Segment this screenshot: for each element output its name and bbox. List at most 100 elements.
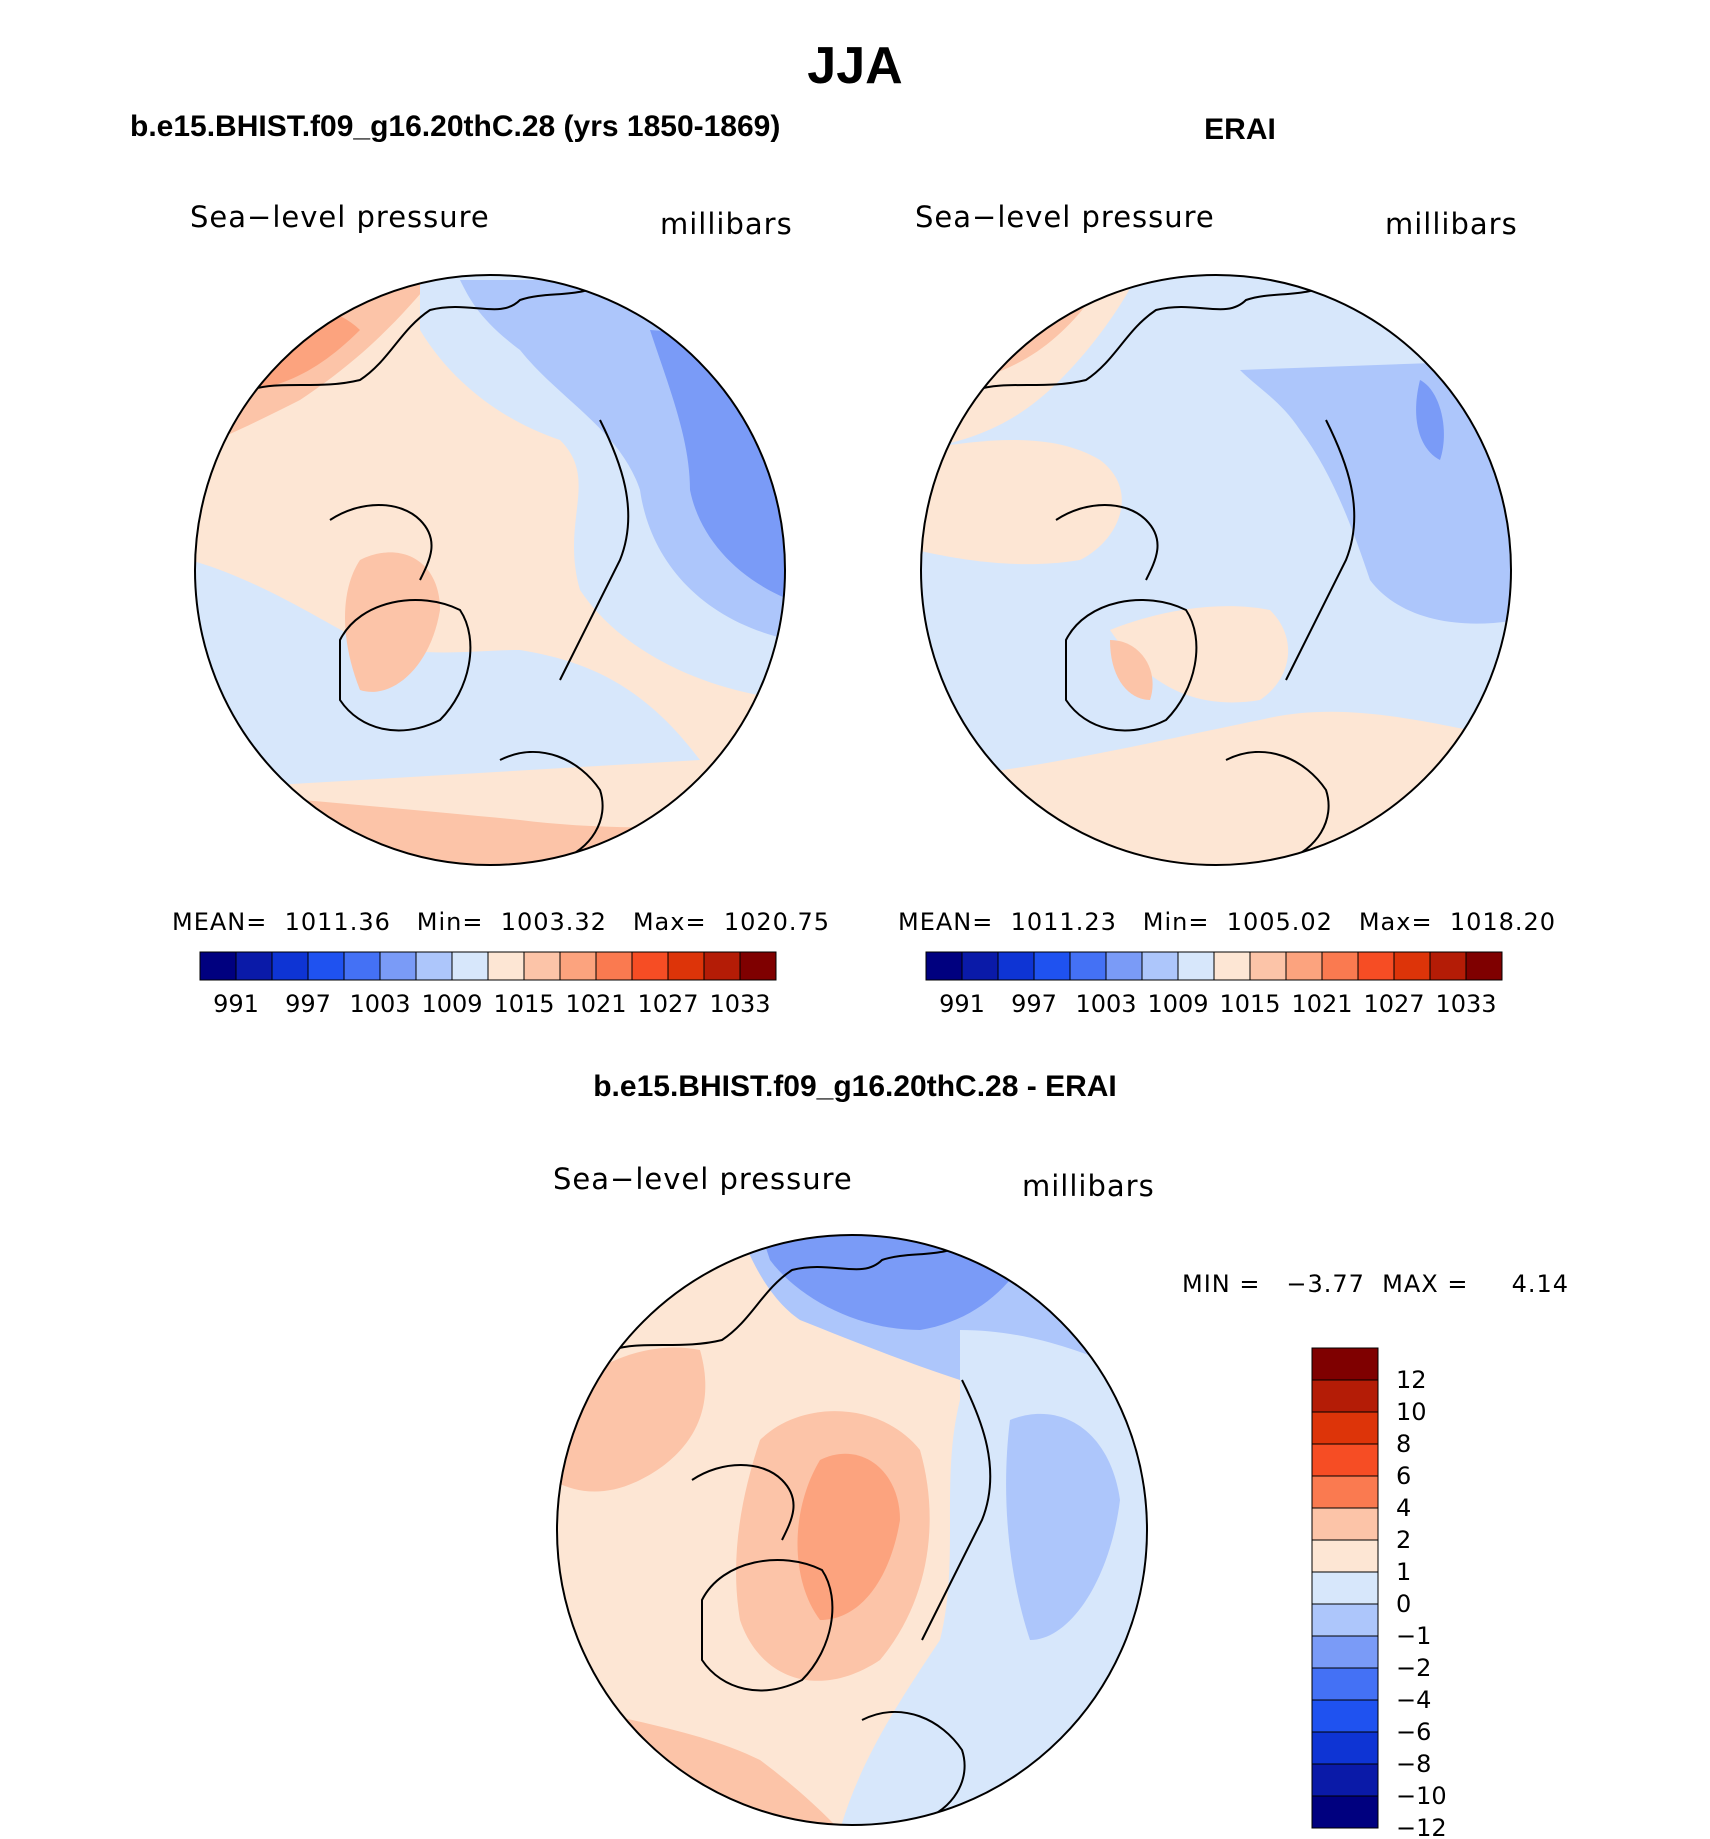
model-colorbar-tick-label: 1021 bbox=[565, 990, 626, 1018]
diff-colorbar-tick-label: 0 bbox=[1396, 1590, 1411, 1618]
diff-coast-east bbox=[921, 1379, 992, 1641]
model-colorbar-tick-label: 1033 bbox=[709, 990, 770, 1018]
model-colorbar-swatch-12 bbox=[631, 951, 669, 981]
model-colorbar-swatch-5 bbox=[379, 951, 417, 981]
diff-colorbar-swatch-11 bbox=[1311, 1699, 1379, 1733]
model-colorbar-tick-label: 1009 bbox=[421, 990, 482, 1018]
diff-colorbar-tick-label: 2 bbox=[1396, 1526, 1411, 1554]
diff-colorbar-swatch-7 bbox=[1311, 1571, 1379, 1605]
diff-colorbar-swatch-10 bbox=[1311, 1667, 1379, 1701]
obs-colorbar-tick-label: 1009 bbox=[1147, 990, 1208, 1018]
obs-colorbar-tick-label: 997 bbox=[1011, 990, 1057, 1018]
obs-region-high-central bbox=[921, 440, 1122, 565]
obs-colorbar-swatch-10 bbox=[1285, 951, 1323, 981]
diff-colorbar-tick-label: 8 bbox=[1396, 1430, 1411, 1458]
obs-region-low-east bbox=[1240, 360, 1511, 624]
model-left-label: Sea−level pressure bbox=[190, 200, 490, 234]
obs-coast-north bbox=[975, 279, 1337, 391]
model-colorbar-swatch-15 bbox=[739, 951, 777, 981]
diff-coastlines bbox=[611, 1239, 992, 1821]
obs-region-low-east-core bbox=[1416, 380, 1444, 460]
obs-coast-greenland bbox=[1065, 599, 1198, 732]
model-colorbar-swatch-14 bbox=[703, 951, 741, 981]
model-coast-north bbox=[249, 279, 611, 391]
obs-colorbar-swatch-5 bbox=[1105, 951, 1143, 981]
model-coast-greenland bbox=[339, 599, 472, 732]
diff-colorbar-swatch-6 bbox=[1311, 1539, 1379, 1573]
diff-coast-greenland bbox=[701, 1559, 834, 1692]
model-colorbar-swatch-1 bbox=[235, 951, 273, 981]
diff-colorbar-swatch-13 bbox=[1311, 1763, 1379, 1797]
obs-coast-east bbox=[1285, 419, 1356, 681]
diff-colorbar-swatch-12 bbox=[1311, 1731, 1379, 1765]
obs-colorbar-swatch-15 bbox=[1465, 951, 1503, 981]
diff-colorbar-tick-label: −4 bbox=[1396, 1686, 1431, 1714]
diff-coast-archipelago bbox=[691, 1464, 795, 1541]
model-colorbar-swatch-2 bbox=[271, 951, 309, 981]
model-coast-east bbox=[559, 419, 630, 681]
diff-units-label: millibars bbox=[1022, 1169, 1155, 1203]
obs-colorbar-tick-label: 991 bbox=[939, 990, 985, 1018]
obs-coast-archipelago bbox=[1055, 504, 1159, 581]
obs-map-border bbox=[920, 274, 1512, 866]
diff-map bbox=[557, 1235, 1147, 1825]
obs-panel-title: ERAI bbox=[1204, 113, 1276, 146]
obs-colorbar-tick-label: 1003 bbox=[1075, 990, 1136, 1018]
model-colorbar-tick-label: 1015 bbox=[493, 990, 554, 1018]
model-colorbar-swatch-11 bbox=[595, 951, 633, 981]
diff-coast-scandinavia bbox=[861, 1711, 966, 1821]
diff-colorbar-swatch-9 bbox=[1311, 1635, 1379, 1669]
model-colorbar-tick-label: 1027 bbox=[637, 990, 698, 1018]
model-region-high-greenland bbox=[345, 552, 440, 692]
obs-colorbar-swatch-4 bbox=[1069, 951, 1107, 981]
model-panel-title: b.e15.BHIST.f09_g16.20thC.28 (yrs 1850-1… bbox=[130, 110, 781, 143]
diff-colorbar-swatch-4 bbox=[1311, 1475, 1379, 1509]
obs-map bbox=[921, 275, 1511, 865]
model-units-label: millibars bbox=[660, 207, 793, 241]
obs-colorbar-swatch-2 bbox=[997, 951, 1035, 981]
obs-colorbar-swatch-14 bbox=[1429, 951, 1467, 981]
diff-colorbar-tick-label: 1 bbox=[1396, 1558, 1411, 1586]
obs-colorbar-swatch-7 bbox=[1177, 951, 1215, 981]
obs-colorbar-swatch-8 bbox=[1213, 951, 1251, 981]
model-colorbar-swatch-13 bbox=[667, 951, 705, 981]
diff-colorbar-tick-label: −2 bbox=[1396, 1654, 1431, 1682]
model-colorbar-swatch-10 bbox=[559, 951, 597, 981]
diff-colorbar-tick-label: −12 bbox=[1396, 1814, 1447, 1839]
obs-colorbar-tick-label: 1027 bbox=[1363, 990, 1424, 1018]
figure-title: JJA bbox=[807, 37, 903, 95]
diff-colorbar-swatch-5 bbox=[1311, 1507, 1379, 1541]
obs-coastlines bbox=[975, 279, 1356, 861]
model-coastlines bbox=[249, 279, 630, 861]
obs-colorbar-swatch-3 bbox=[1033, 951, 1071, 981]
diff-colorbar-swatch-1 bbox=[1311, 1379, 1379, 1413]
obs-colorbar-swatch-9 bbox=[1249, 951, 1287, 981]
model-colorbar-swatch-4 bbox=[343, 951, 381, 981]
diff-colorbar-tick-label: 6 bbox=[1396, 1462, 1411, 1490]
diff-colorbar-swatch-8 bbox=[1311, 1603, 1379, 1637]
model-colorbar-swatch-9 bbox=[523, 951, 561, 981]
obs-colorbar-swatch-6 bbox=[1141, 951, 1179, 981]
diff-colorbar-tick-label: 10 bbox=[1396, 1398, 1427, 1426]
diff-stats: MIN = −3.77 MAX = 4.14 bbox=[1182, 1270, 1570, 1298]
diff-colorbar-tick-label: −6 bbox=[1396, 1718, 1431, 1746]
obs-colorbar-tick-label: 1015 bbox=[1219, 990, 1280, 1018]
model-colorbar-swatch-6 bbox=[415, 951, 453, 981]
model-colorbar-swatch-3 bbox=[307, 951, 345, 981]
obs-region-high-greenland bbox=[1110, 640, 1153, 700]
diff-colorbar-swatch-0 bbox=[1311, 1347, 1379, 1381]
obs-colorbar-swatch-11 bbox=[1321, 951, 1359, 981]
diff-colorbar-tick-label: 4 bbox=[1396, 1494, 1411, 1522]
model-colorbar: 991 997 1003 1009 1015 1021 1027 1033 bbox=[199, 951, 777, 1018]
obs-colorbar-swatch-1 bbox=[961, 951, 999, 981]
model-coast-scandinavia bbox=[499, 751, 604, 861]
diff-colorbar-swatch-3 bbox=[1311, 1443, 1379, 1477]
diff-coast-north bbox=[611, 1239, 973, 1351]
diff-colorbar-tick-label: −8 bbox=[1396, 1750, 1431, 1778]
obs-colorbar-swatch-13 bbox=[1393, 951, 1431, 981]
diff-colorbar-tick-label: −10 bbox=[1396, 1782, 1447, 1810]
obs-coast-scandinavia bbox=[1225, 751, 1330, 861]
obs-colorbar: 991 997 1003 1009 1015 1021 1027 1033 bbox=[925, 951, 1503, 1018]
